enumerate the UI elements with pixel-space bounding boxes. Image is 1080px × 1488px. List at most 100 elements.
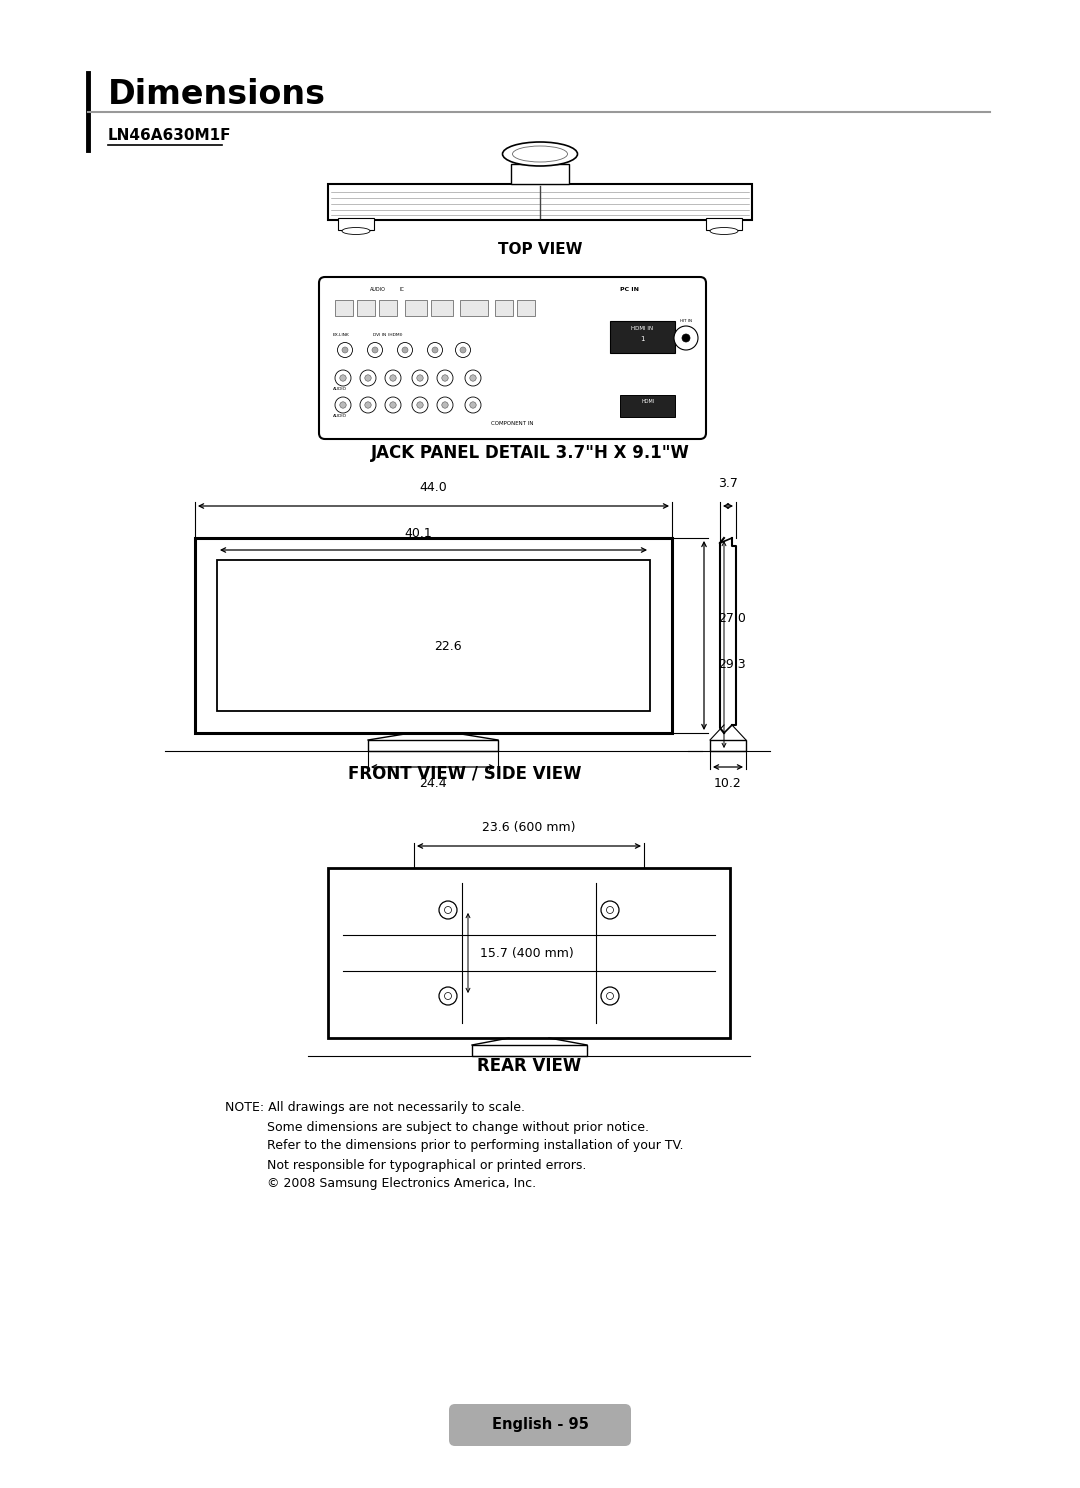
Text: Some dimensions are subject to change without prior notice.: Some dimensions are subject to change wi… xyxy=(267,1120,649,1134)
Bar xyxy=(710,740,746,751)
Circle shape xyxy=(442,375,448,381)
Text: AUDIO: AUDIO xyxy=(370,287,386,292)
Circle shape xyxy=(600,902,619,920)
Circle shape xyxy=(456,342,471,357)
Bar xyxy=(335,301,353,315)
Text: COMPONENT IN: COMPONENT IN xyxy=(490,421,534,426)
Bar xyxy=(460,301,488,315)
Text: 1: 1 xyxy=(639,336,645,342)
Text: REAR VIEW: REAR VIEW xyxy=(477,1056,581,1074)
Circle shape xyxy=(335,397,351,414)
Bar xyxy=(610,321,675,353)
Circle shape xyxy=(442,402,448,408)
Text: Not responsible for typographical or printed errors.: Not responsible for typographical or pri… xyxy=(267,1159,586,1171)
Text: PC IN: PC IN xyxy=(620,287,639,292)
Circle shape xyxy=(335,371,351,385)
Text: FRONT VIEW / SIDE VIEW: FRONT VIEW / SIDE VIEW xyxy=(348,763,582,783)
Bar xyxy=(195,539,672,734)
Circle shape xyxy=(411,397,428,414)
Circle shape xyxy=(465,371,481,385)
Circle shape xyxy=(402,347,408,353)
Text: 24.4: 24.4 xyxy=(419,777,447,790)
Circle shape xyxy=(384,371,401,385)
Bar xyxy=(405,301,427,315)
Circle shape xyxy=(438,902,457,920)
Circle shape xyxy=(470,375,476,381)
Circle shape xyxy=(337,342,352,357)
Circle shape xyxy=(365,375,372,381)
Bar xyxy=(217,559,650,711)
Circle shape xyxy=(674,326,698,350)
Circle shape xyxy=(437,397,453,414)
Text: Dimensions: Dimensions xyxy=(108,79,326,112)
Text: LN46A630M1F: LN46A630M1F xyxy=(108,128,231,143)
Circle shape xyxy=(465,397,481,414)
Bar xyxy=(338,219,374,231)
Circle shape xyxy=(340,375,347,381)
Text: JACK PANEL DETAIL 3.7"H X 9.1"W: JACK PANEL DETAIL 3.7"H X 9.1"W xyxy=(370,443,689,461)
Ellipse shape xyxy=(513,146,567,162)
Circle shape xyxy=(438,987,457,1004)
Circle shape xyxy=(365,402,372,408)
Bar xyxy=(328,868,730,1039)
Text: 3.7: 3.7 xyxy=(718,478,738,490)
Circle shape xyxy=(397,342,413,357)
Circle shape xyxy=(428,342,443,357)
Bar xyxy=(620,394,675,417)
Circle shape xyxy=(432,347,438,353)
Bar xyxy=(472,1045,588,1056)
Text: HIT IN: HIT IN xyxy=(680,318,692,323)
Circle shape xyxy=(437,371,453,385)
Text: English - 95: English - 95 xyxy=(491,1418,589,1433)
Circle shape xyxy=(372,347,378,353)
Bar xyxy=(379,301,397,315)
Circle shape xyxy=(360,371,376,385)
Circle shape xyxy=(360,397,376,414)
Circle shape xyxy=(445,906,451,914)
Text: © 2008 Samsung Electronics America, Inc.: © 2008 Samsung Electronics America, Inc. xyxy=(267,1177,536,1190)
Circle shape xyxy=(342,347,348,353)
Text: NOTE: All drawings are not necessarily to scale.: NOTE: All drawings are not necessarily t… xyxy=(225,1101,525,1115)
Circle shape xyxy=(460,347,465,353)
Text: AUDIO: AUDIO xyxy=(333,414,347,418)
Text: TOP VIEW: TOP VIEW xyxy=(498,243,582,257)
Circle shape xyxy=(417,375,423,381)
Ellipse shape xyxy=(502,141,578,167)
Text: Refer to the dimensions prior to performing installation of your TV.: Refer to the dimensions prior to perform… xyxy=(267,1140,684,1153)
Circle shape xyxy=(340,402,347,408)
Circle shape xyxy=(411,371,428,385)
Text: 27.0: 27.0 xyxy=(718,612,746,625)
Ellipse shape xyxy=(342,228,370,235)
Text: 29.3: 29.3 xyxy=(718,658,745,671)
Circle shape xyxy=(681,333,690,342)
Circle shape xyxy=(607,906,613,914)
Circle shape xyxy=(417,402,423,408)
Text: EX-LINK: EX-LINK xyxy=(333,333,350,336)
Bar xyxy=(517,301,535,315)
Text: 40.1: 40.1 xyxy=(404,527,432,540)
Circle shape xyxy=(607,992,613,1000)
Circle shape xyxy=(384,397,401,414)
Text: 44.0: 44.0 xyxy=(419,481,447,494)
Circle shape xyxy=(390,402,396,408)
Circle shape xyxy=(367,342,382,357)
Text: 22.6: 22.6 xyxy=(434,640,462,653)
Circle shape xyxy=(390,375,396,381)
Bar xyxy=(431,301,453,315)
Text: 10.2: 10.2 xyxy=(714,777,742,790)
Bar xyxy=(511,164,569,185)
Bar xyxy=(495,301,513,315)
Bar xyxy=(368,740,498,751)
Text: 15.7 (400 mm): 15.7 (400 mm) xyxy=(480,946,573,960)
Text: HDMI: HDMI xyxy=(642,399,654,405)
Text: DVI IN (HDMI): DVI IN (HDMI) xyxy=(373,333,403,336)
Bar xyxy=(328,185,752,220)
Circle shape xyxy=(445,992,451,1000)
Ellipse shape xyxy=(710,228,738,235)
Text: 23.6 (600 mm): 23.6 (600 mm) xyxy=(483,821,576,833)
Circle shape xyxy=(600,987,619,1004)
Text: IC: IC xyxy=(400,287,405,292)
Bar xyxy=(357,301,375,315)
Text: AUDIO: AUDIO xyxy=(333,387,347,391)
Circle shape xyxy=(470,402,476,408)
